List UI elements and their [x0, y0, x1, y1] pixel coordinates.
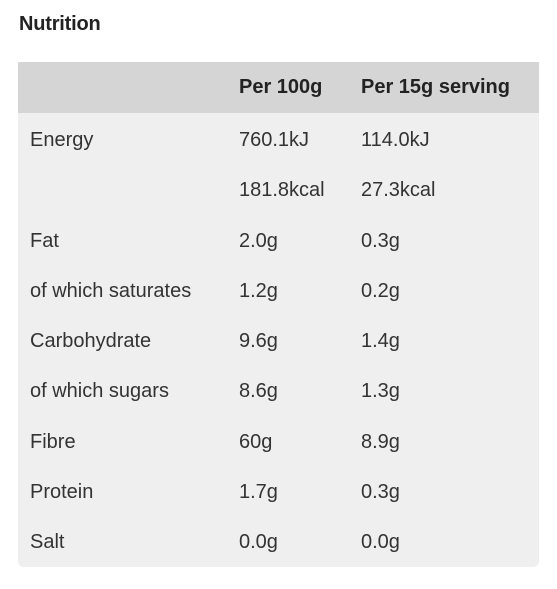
value-per-serving: 0.0g [361, 531, 400, 554]
value-per-serving: 0.3g [361, 481, 400, 504]
table-row: Carbohydrate 9.6g 1.4g [18, 316, 539, 366]
nutrient-name: Fibre [30, 430, 76, 453]
value-per-100g: 0.0g [239, 531, 278, 554]
table-row: Energy 760.1kJ 114.0kJ [18, 115, 539, 165]
table-header-row: Per 100g Per 15g serving [18, 62, 539, 113]
table-row: 181.8kcal 27.3kcal [18, 165, 539, 215]
value-per-100g: 1.2g [239, 279, 278, 302]
value-per-serving: 0.2g [361, 279, 400, 302]
value-per-serving: 1.4g [361, 330, 400, 353]
nutrition-table: Per 100g Per 15g serving Energy 760.1kJ … [18, 62, 539, 567]
value-per-100g: 2.0g [239, 229, 278, 252]
table-row: of which sugars 8.6g 1.3g [18, 366, 539, 416]
value-per-100g: 181.8kcal [239, 179, 325, 202]
column-header-per-serving: Per 15g serving [361, 76, 510, 98]
table-row: Salt 0.0g 0.0g [18, 517, 539, 567]
nutrient-name: Carbohydrate [30, 330, 152, 353]
value-per-100g: 9.6g [239, 330, 278, 353]
value-per-100g: 760.1kJ [239, 129, 310, 151]
nutrient-name: of which saturates [30, 279, 192, 302]
table-body: Energy 760.1kJ 114.0kJ 181.8kcal 27.3kca… [18, 113, 539, 567]
nutrient-name: Energy [30, 129, 94, 151]
table-row: of which saturates 1.2g 0.2g [18, 266, 539, 316]
table-row: Fibre 60g 8.9g [18, 417, 539, 467]
value-per-serving: 0.3g [361, 229, 400, 252]
value-per-serving: 8.9g [361, 430, 400, 453]
value-per-100g: 1.7g [239, 481, 278, 504]
value-per-serving: 114.0kJ [361, 129, 430, 151]
value-per-serving: 1.3g [361, 380, 400, 403]
nutrient-name: Fat [30, 229, 59, 252]
value-per-100g: 8.6g [239, 380, 278, 403]
value-per-100g: 60g [239, 430, 273, 453]
table-row: Fat 2.0g 0.3g [18, 216, 539, 266]
nutrient-name: Protein [30, 481, 94, 504]
nutrient-name: Salt [30, 531, 65, 554]
nutrient-name: of which sugars [30, 380, 169, 403]
value-per-serving: 27.3kcal [361, 179, 436, 202]
table-row: Protein 1.7g 0.3g [18, 467, 539, 517]
column-header-per-100g: Per 100g [239, 76, 323, 98]
section-title: Nutrition [19, 13, 101, 35]
